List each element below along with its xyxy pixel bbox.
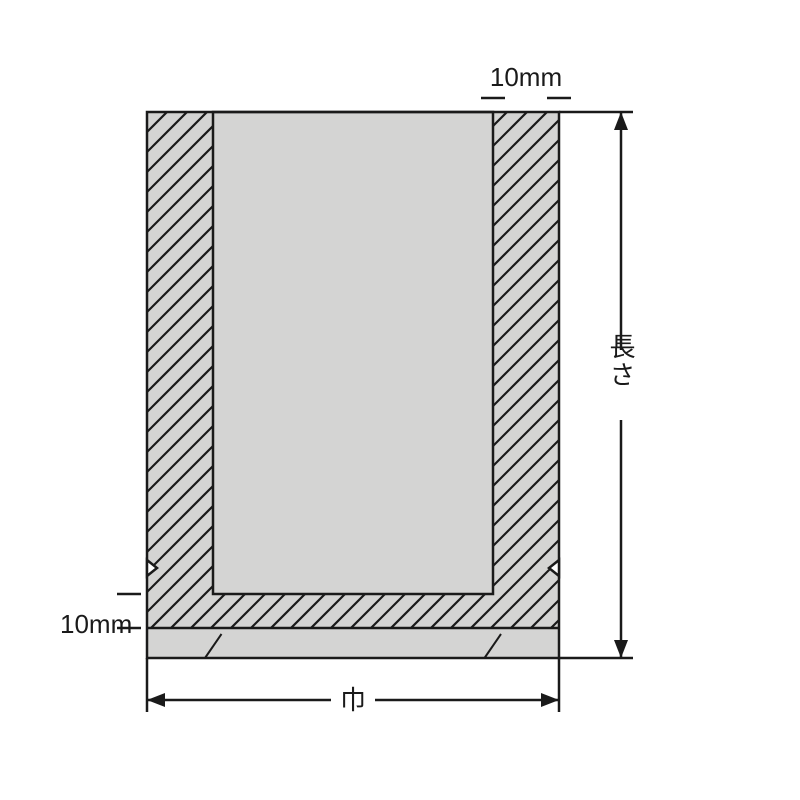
dim-length-label: 長さ	[606, 333, 636, 389]
dim-bottom-seal-label: 10mm	[60, 609, 132, 639]
dim-width: 巾	[147, 658, 559, 717]
dim-width-label: 巾	[340, 685, 366, 715]
dimension-diagram: 10mm 10mm 巾 長さ	[0, 0, 800, 800]
dim-top-seal: 10mm	[481, 62, 571, 98]
inner-rect	[213, 112, 493, 594]
dim-bottom-seal: 10mm	[60, 594, 141, 639]
dim-length: 長さ	[559, 112, 638, 658]
dim-top-seal-label: 10mm	[490, 62, 562, 92]
